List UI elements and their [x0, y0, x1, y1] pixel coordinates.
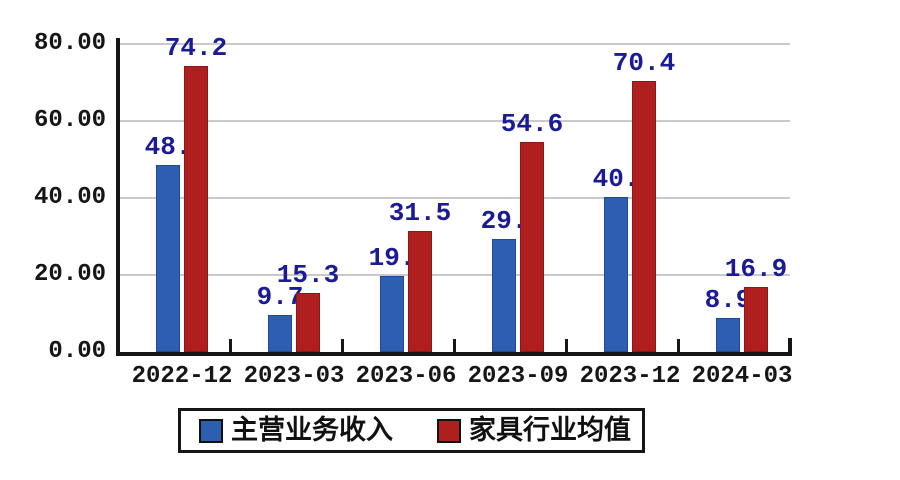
y-axis-tick-label: 40.00	[33, 184, 106, 211]
value-label-red-2023-06: 31.5	[388, 198, 452, 228]
bar-blue-2023-06	[380, 276, 404, 352]
bar-blue-2023-09	[492, 239, 516, 352]
bar-red-2023-12	[632, 81, 656, 352]
bar-blue-2022-12	[156, 165, 180, 352]
bar-blue-2024-03	[716, 318, 740, 352]
bar-red-2023-06	[408, 231, 432, 352]
x-axis-category-label: 2022-12	[131, 363, 233, 390]
legend-item-industry-average: 家具行业均值	[437, 411, 631, 450]
bar-blue-2023-12	[604, 197, 628, 352]
y-axis-tick-label: 60.00	[33, 107, 106, 134]
legend-label-main-revenue: 主营业务收入	[231, 415, 393, 445]
bar-red-2023-03	[296, 293, 320, 352]
x-axis-category-label: 2023-03	[243, 363, 345, 390]
value-label-blue-2023-03: 9.7	[256, 282, 304, 312]
x-axis-category-label: 2024-03	[691, 363, 793, 390]
y-axis-tick-label: 0.00	[48, 338, 106, 365]
gridline-80	[118, 43, 790, 45]
x-axis-tick	[676, 339, 680, 352]
bar-blue-2023-03	[268, 315, 292, 352]
x-axis-tick	[452, 339, 456, 352]
value-label-red-2024-03: 16.9	[724, 254, 788, 284]
x-axis-category-label: 2023-09	[467, 363, 569, 390]
value-label-red-2023-12: 70.4	[612, 48, 676, 78]
bar-red-2022-12	[184, 66, 208, 352]
x-axis-tick	[228, 339, 232, 352]
x-axis-end-tick	[788, 338, 792, 354]
value-label-blue-2024-03: 8.9	[704, 285, 752, 315]
bar-red-2024-03	[744, 287, 768, 352]
legend-label-industry-average: 家具行业均值	[469, 415, 631, 445]
gridline-40	[118, 197, 790, 199]
gridline-60	[118, 120, 790, 122]
y-axis-tick-label: 80.00	[33, 30, 106, 57]
x-axis-tick	[564, 339, 568, 352]
value-label-blue-2023-09: 29.	[480, 206, 528, 236]
legend: 主营业务收入 家具行业均值	[178, 408, 645, 453]
y-axis-tick-label: 20.00	[33, 261, 106, 288]
legend-swatch-red	[437, 418, 461, 443]
bar-red-2023-09	[520, 142, 544, 352]
legend-item-main-revenue: 主营业务收入	[199, 411, 393, 450]
x-axis-tick	[340, 339, 344, 352]
value-label-blue-2023-06: 19.	[368, 243, 416, 273]
x-axis-category-label: 2023-06	[355, 363, 457, 390]
y-axis-line	[116, 38, 120, 356]
value-label-blue-2022-12: 48.	[144, 132, 192, 162]
value-label-red-2023-09: 54.6	[500, 109, 564, 139]
value-label-red-2022-12: 74.2	[164, 33, 228, 63]
value-label-blue-2023-12: 40.	[592, 164, 640, 194]
legend-swatch-blue	[199, 418, 223, 443]
gridline-20	[118, 274, 790, 276]
value-label-red-2023-03: 15.3	[276, 260, 340, 290]
x-axis-line	[116, 352, 792, 356]
x-axis-category-label: 2023-12	[579, 363, 681, 390]
